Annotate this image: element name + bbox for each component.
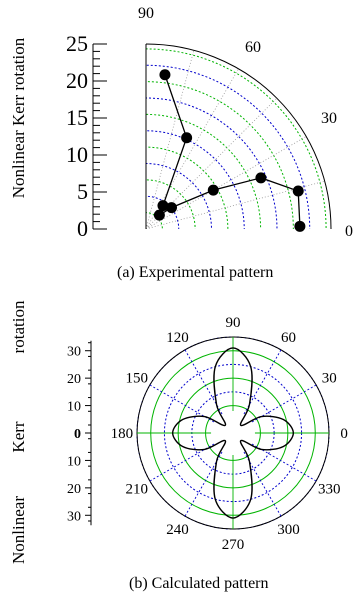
ylabel-b-rotation: rotation [9, 300, 28, 353]
angle-label: 150 [126, 370, 149, 386]
axes-a [92, 43, 332, 230]
r-tick-label: 10 [66, 142, 88, 167]
ylabel-a: Nonlinear Kerr rotation [9, 37, 28, 198]
angle-label: 90 [226, 315, 241, 331]
angle-label: 240 [166, 522, 189, 538]
r-tick-label: 0 [77, 216, 88, 241]
angle-label: 270 [222, 537, 245, 553]
angle-label: 210 [126, 482, 149, 498]
panel-calculated: 30 20 10 0 10 20 30 0 30 60 90 120 150 180 210 240 270 3… [9, 300, 348, 592]
r-tick-label: 10 [67, 400, 81, 415]
angle-label: 0 [345, 223, 353, 240]
grid-arc [146, 81, 294, 229]
ylabel-b-kerr: Kerr [9, 421, 28, 452]
polar-grid-a [146, 48, 327, 229]
angle-label: 30 [321, 110, 337, 127]
angle-labels-a: 0 30 60 90 [138, 5, 353, 240]
angle-label: 330 [318, 482, 341, 498]
angle-label: 300 [277, 522, 300, 538]
data-point [181, 132, 193, 144]
r-tick-label: 5 [77, 179, 88, 204]
polar-grid-b [136, 336, 330, 530]
angle-label: 60 [245, 39, 261, 56]
grid-circle [205, 405, 261, 461]
angle-label: 0 [340, 426, 348, 442]
data-point [292, 185, 304, 197]
angle-label: 30 [322, 370, 337, 386]
r-tick-label: 30 [67, 345, 81, 360]
data-point [159, 69, 171, 81]
r-tick-label: 0 [74, 427, 81, 442]
angle-label: 60 [281, 330, 296, 346]
data-point [153, 209, 165, 221]
data-point [207, 184, 219, 196]
r-tick-labels-b: 30 20 10 0 10 20 30 [67, 340, 92, 526]
grid-spoke [146, 180, 325, 229]
angle-label: 120 [166, 330, 189, 346]
r-tick-label: 20 [67, 372, 81, 387]
data-point [157, 200, 169, 212]
grid-arc [146, 179, 196, 229]
ylabel-b-nonlinear: Nonlinear [9, 496, 28, 564]
title-a: (a) Experimental pattern [117, 264, 273, 281]
r-tick-label: 10 [67, 454, 81, 469]
data-points-a [153, 69, 306, 232]
data-point [166, 202, 178, 214]
data-curve-b [171, 347, 295, 519]
grid-spoke [146, 136, 307, 229]
outer-arc [145, 43, 332, 230]
data-point [294, 220, 306, 232]
series-curve [171, 347, 295, 519]
r-tick-label: 25 [66, 31, 88, 56]
angle-labels-b: 0 30 60 90 120 150 180 210 240 270 300 330 [111, 315, 348, 553]
grid-spoke [146, 50, 195, 229]
angle-label: 90 [138, 5, 154, 22]
title-b: (b) Calculated pattern [129, 575, 269, 592]
r-tick-label: 20 [67, 482, 81, 497]
r-tick-label: 20 [66, 68, 88, 93]
r-tick-label: 30 [67, 509, 81, 524]
r-tick-labels-a: 0 5 10 15 20 25 [66, 31, 88, 241]
data-point [255, 172, 267, 184]
r-tick-label: 15 [66, 105, 88, 130]
angle-label: 180 [111, 426, 134, 442]
panel-experimental: 0 5 10 15 20 25 0 30 60 90 Nonlinear Kerr rotati… [9, 5, 353, 281]
